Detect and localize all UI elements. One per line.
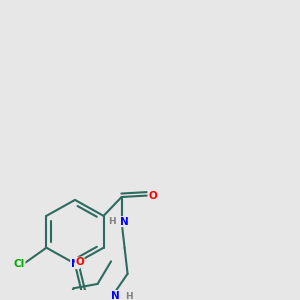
Text: H: H — [125, 292, 133, 300]
Text: N: N — [70, 259, 80, 269]
Text: O: O — [75, 257, 84, 267]
Text: O: O — [148, 190, 157, 201]
Text: N: N — [120, 217, 129, 226]
Text: N: N — [111, 290, 120, 300]
Text: Cl: Cl — [14, 259, 25, 269]
Text: H: H — [108, 217, 116, 226]
